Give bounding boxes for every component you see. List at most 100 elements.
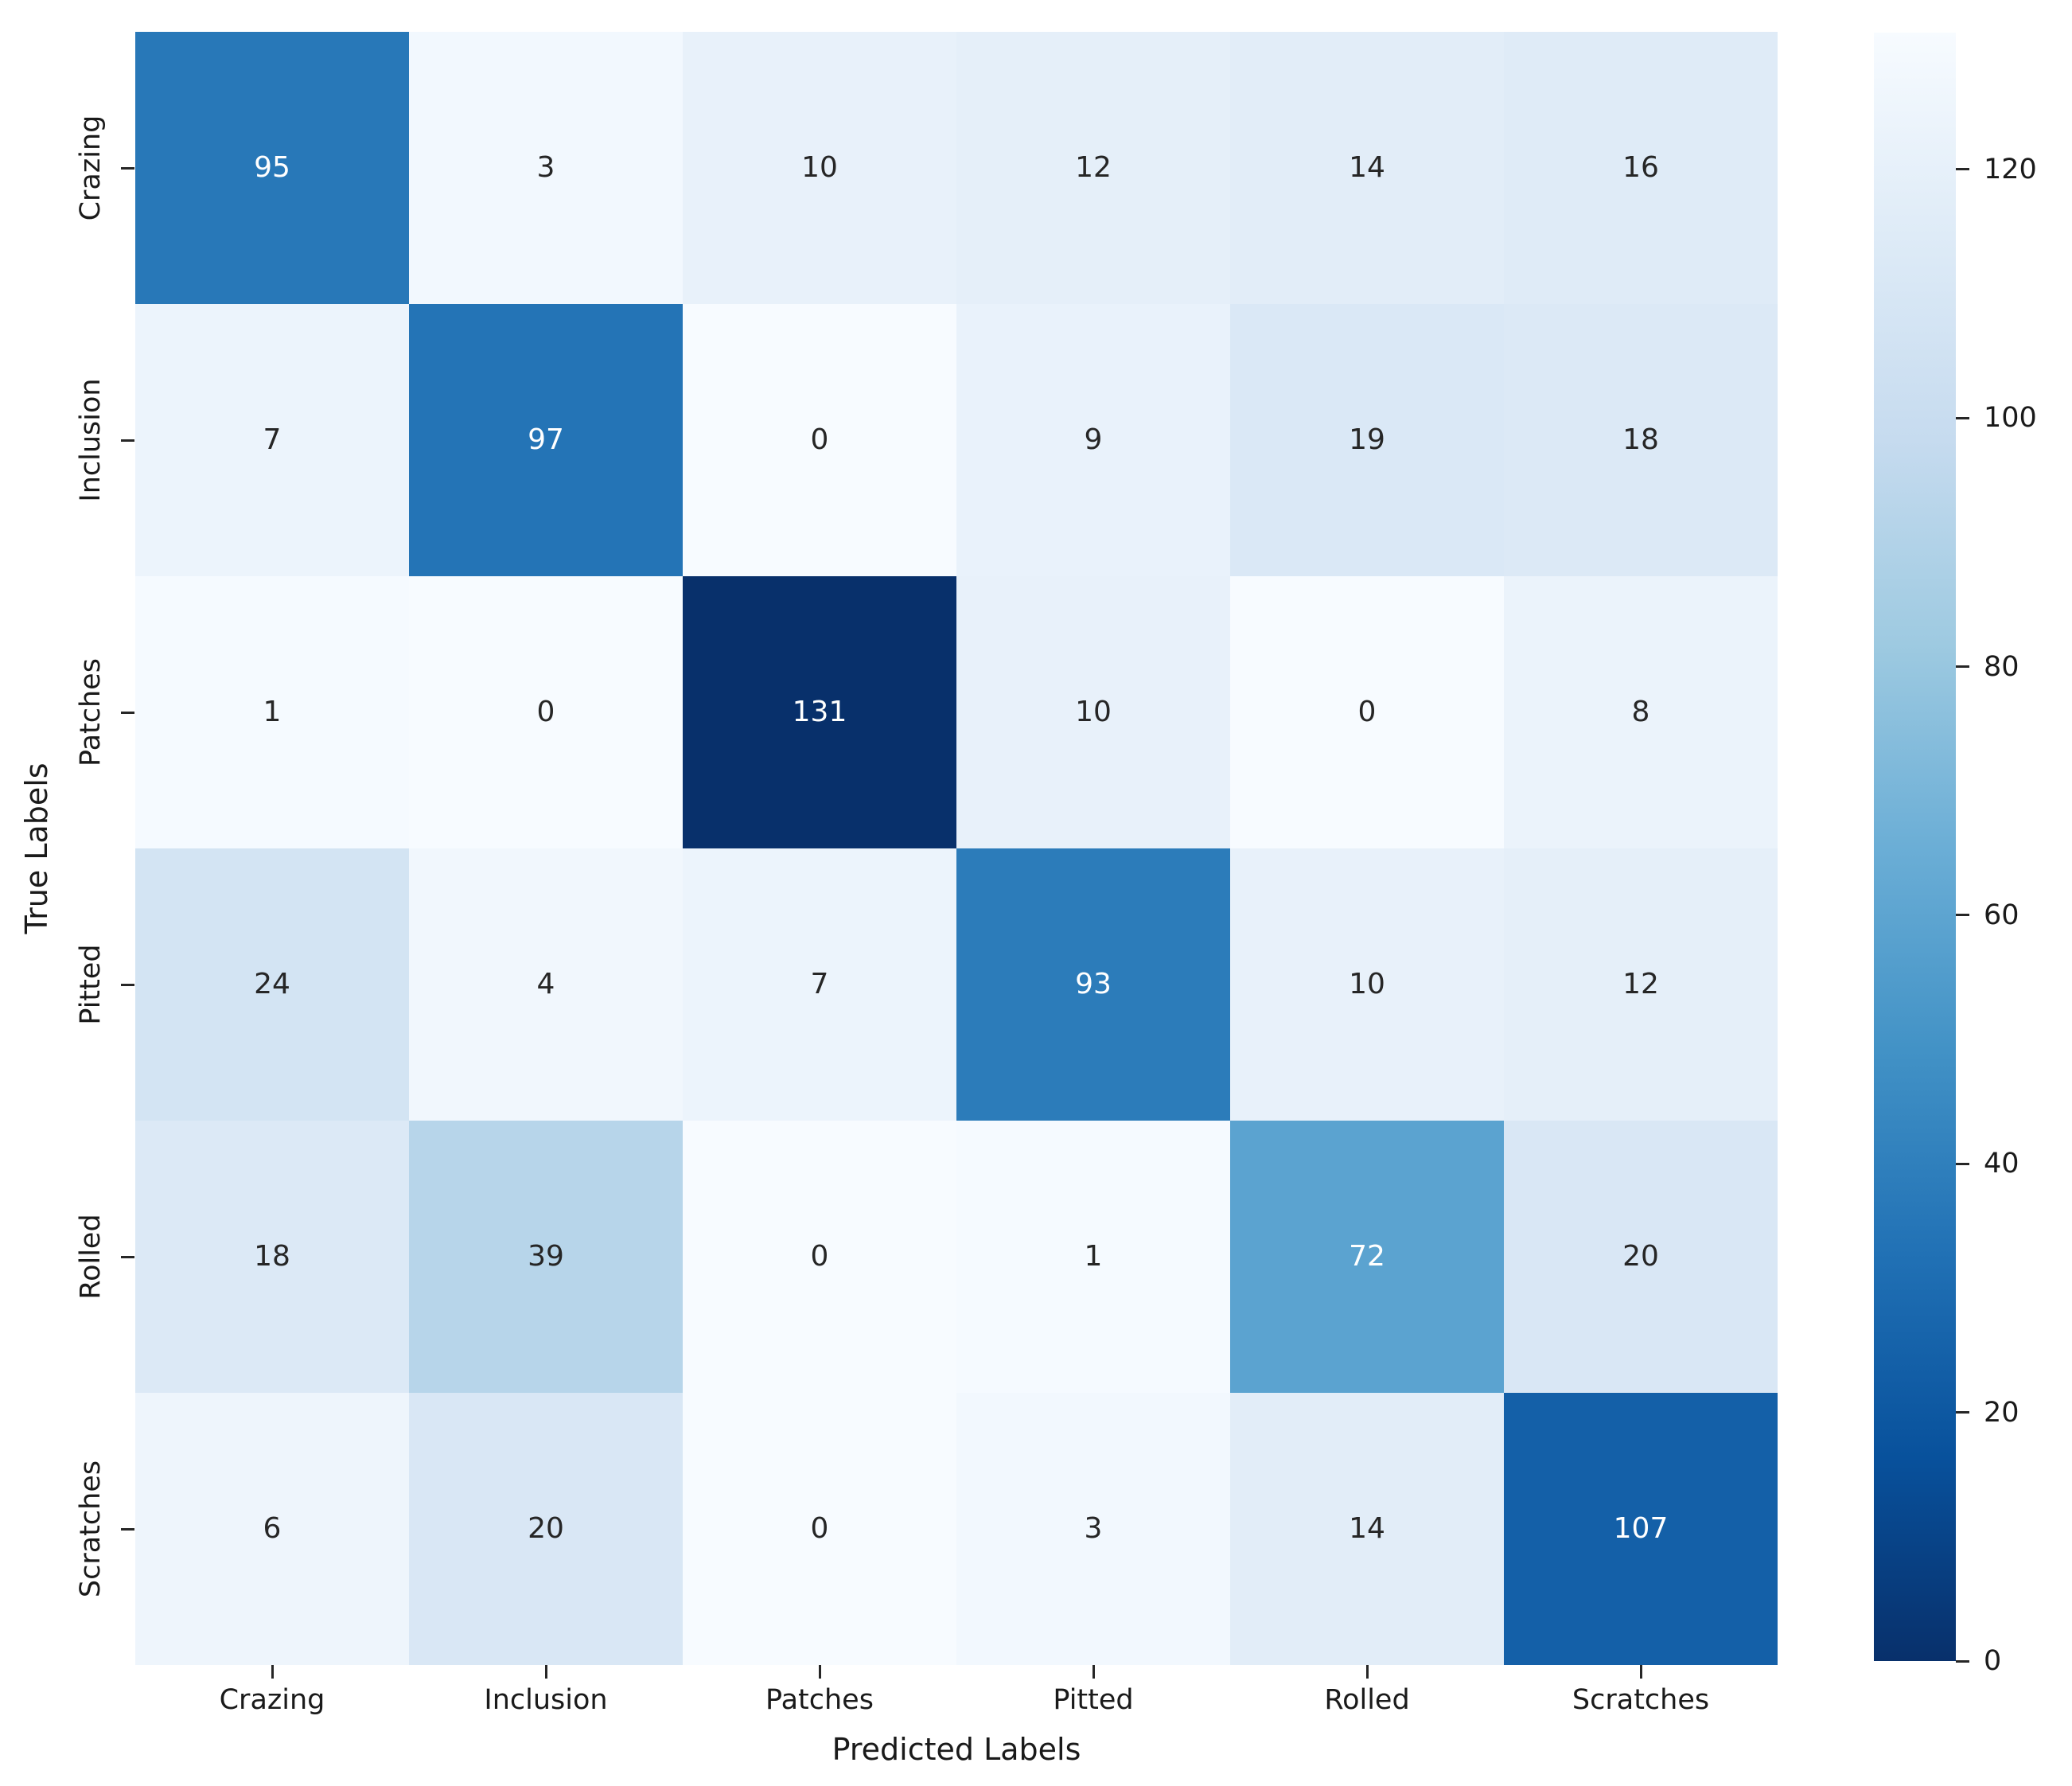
- cell-value: 10: [1075, 696, 1112, 728]
- cell-value: 24: [254, 968, 290, 1000]
- cell-value: 107: [1613, 1512, 1669, 1545]
- x-tick-mark: [271, 1665, 274, 1679]
- y-tick-label: Inclusion: [75, 378, 107, 502]
- x-tick-mark: [1092, 1665, 1095, 1679]
- heatmap-cell-r5c5: 107: [1504, 1393, 1778, 1665]
- x-tick-label: Rolled: [1324, 1684, 1410, 1716]
- cell-value: 0: [810, 1512, 829, 1545]
- colorbar-tick-mark: [1956, 665, 1969, 669]
- heatmap-cell-r0c4: 14: [1230, 32, 1504, 304]
- colorbar-tick-mark: [1956, 416, 1969, 419]
- y-tick-mark: [121, 166, 134, 170]
- x-tick-mark: [1639, 1665, 1642, 1679]
- cell-value: 1: [263, 696, 282, 728]
- heatmap-cell-r4c5: 20: [1504, 1121, 1778, 1393]
- cell-value: 12: [1075, 151, 1112, 184]
- heatmap-cell-r1c1: 97: [409, 304, 683, 576]
- heatmap-cell-r2c5: 8: [1504, 576, 1778, 848]
- heatmap-cell-r2c3: 10: [956, 576, 1230, 848]
- cell-value: 0: [1357, 696, 1377, 728]
- y-tick-label: Patches: [75, 658, 107, 766]
- y-tick-mark: [121, 439, 134, 442]
- heatmap-cell-r2c0: 1: [135, 576, 409, 848]
- cell-value: 14: [1349, 1512, 1385, 1545]
- heatmap-cell-r3c0: 24: [135, 848, 409, 1121]
- x-tick-label: Pitted: [1053, 1684, 1134, 1716]
- y-tick-label: Pitted: [75, 944, 107, 1025]
- colorbar-tick-label: 120: [1984, 153, 2037, 185]
- cell-value: 18: [1622, 423, 1659, 456]
- heatmap-cell-r5c0: 6: [135, 1393, 409, 1665]
- y-tick-mark: [121, 983, 134, 986]
- cell-value: 8: [1631, 696, 1650, 728]
- heatmap-cell-r0c2: 10: [683, 32, 956, 304]
- heatmap-cell-r1c4: 19: [1230, 304, 1504, 576]
- heatmap-cell-r0c0: 95: [135, 32, 409, 304]
- heatmap-cell-r4c2: 0: [683, 1121, 956, 1393]
- colorbar-tick-mark: [1956, 1162, 1969, 1165]
- colorbar-gradient: [1874, 33, 1956, 1661]
- cell-value: 20: [528, 1512, 564, 1545]
- x-tick-label: Patches: [765, 1684, 874, 1716]
- heatmap-cell-r1c5: 18: [1504, 304, 1778, 576]
- y-tick-mark: [121, 1255, 134, 1258]
- cell-value: 7: [810, 968, 829, 1000]
- colorbar-tick-label: 0: [1984, 1645, 2002, 1677]
- heatmap-grid: 95 3 10 12 14 16 7 97 0 9 19 18 1 0 131 10 0 8 24 4 7 93 10 12 1…: [135, 32, 1778, 1665]
- cell-value: 39: [528, 1240, 564, 1273]
- x-tick-mark: [544, 1665, 547, 1679]
- cell-value: 95: [254, 151, 290, 184]
- colorbar-tick-label: 100: [1984, 402, 2037, 435]
- colorbar-tick-label: 60: [1984, 899, 2019, 931]
- heatmap-cell-r2c4: 0: [1230, 576, 1504, 848]
- colorbar-tick-label: 80: [1984, 650, 2019, 683]
- cell-value: 97: [528, 423, 564, 456]
- cell-value: 9: [1084, 423, 1103, 456]
- heatmap-cell-r5c4: 14: [1230, 1393, 1504, 1665]
- colorbar-tick-mark: [1956, 1411, 1969, 1414]
- heatmap-cell-r4c3: 1: [956, 1121, 1230, 1393]
- cell-value: 16: [1622, 151, 1659, 184]
- cell-value: 7: [263, 423, 282, 456]
- heatmap-cell-r4c0: 18: [135, 1121, 409, 1393]
- heatmap-cell-r0c3: 12: [956, 32, 1230, 304]
- heatmap-cell-r0c5: 16: [1504, 32, 1778, 304]
- y-axis-title: True Labels: [19, 762, 54, 934]
- cell-value: 1: [1084, 1240, 1103, 1273]
- x-tick-mark: [818, 1665, 821, 1679]
- cell-value: 0: [810, 1240, 829, 1273]
- cell-value: 20: [1622, 1240, 1659, 1273]
- heatmap-cell-r3c3: 93: [956, 848, 1230, 1121]
- heatmap-cell-r4c4: 72: [1230, 1121, 1504, 1393]
- colorbar-tick-mark: [1956, 914, 1969, 917]
- x-tick-label: Crazing: [219, 1684, 325, 1716]
- cell-value: 3: [536, 151, 555, 184]
- colorbar-tick-label: 20: [1984, 1396, 2019, 1429]
- heatmap-cell-r3c2: 7: [683, 848, 956, 1121]
- cell-value: 10: [1349, 968, 1385, 1000]
- heatmap-cell-r4c1: 39: [409, 1121, 683, 1393]
- cell-value: 0: [810, 423, 829, 456]
- cell-value: 93: [1075, 968, 1112, 1000]
- colorbar-tick-label: 40: [1984, 1148, 2019, 1180]
- heatmap-cell-r1c0: 7: [135, 304, 409, 576]
- heatmap-cell-r5c3: 3: [956, 1393, 1230, 1665]
- cell-value: 18: [254, 1240, 290, 1273]
- x-tick-label: Scratches: [1572, 1684, 1710, 1716]
- y-tick-mark: [121, 1527, 134, 1531]
- heatmap-cell-r3c4: 10: [1230, 848, 1504, 1121]
- colorbar-tick-mark: [1956, 168, 1969, 171]
- heatmap-cell-r0c1: 3: [409, 32, 683, 304]
- x-tick-label: Inclusion: [484, 1684, 608, 1716]
- y-tick-label: Rolled: [75, 1214, 107, 1300]
- heatmap-cell-r2c2: 131: [683, 576, 956, 848]
- heatmap-cell-r3c1: 4: [409, 848, 683, 1121]
- cell-value: 14: [1349, 151, 1385, 184]
- cell-value: 72: [1349, 1240, 1385, 1273]
- heatmap-cell-r3c5: 12: [1504, 848, 1778, 1121]
- cell-value: 12: [1622, 968, 1659, 1000]
- cell-value: 131: [792, 696, 847, 728]
- x-axis-title: Predicted Labels: [832, 1732, 1081, 1767]
- x-tick-mark: [1365, 1665, 1369, 1679]
